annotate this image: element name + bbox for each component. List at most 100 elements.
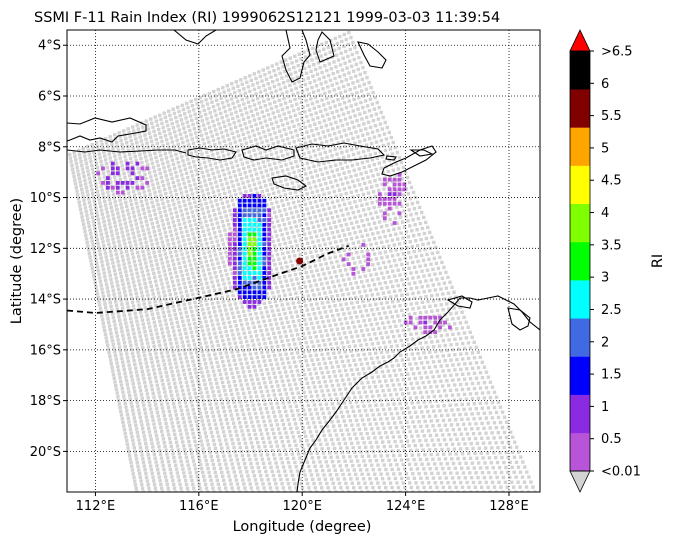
- swath-pixel: [323, 108, 328, 112]
- swath-pixel: [223, 389, 227, 393]
- swath-pixel: [304, 114, 309, 119]
- swath-pixel: [191, 431, 195, 436]
- swath-pixel: [270, 187, 274, 191]
- swath-pixel: [273, 73, 278, 77]
- swath-pixel: [103, 251, 108, 255]
- swath-pixel: [237, 153, 242, 157]
- swath-pixel: [144, 285, 148, 290]
- swath-pixel: [350, 163, 355, 168]
- swath-pixel: [403, 170, 408, 175]
- swath-pixel: [215, 406, 219, 410]
- swath-pixel: [112, 196, 116, 200]
- swath-pixel: [432, 256, 437, 261]
- swath-pixel: [428, 400, 432, 404]
- swath-pixel: [111, 261, 115, 265]
- swath-pixel: [229, 249, 233, 253]
- swath-pixel: [294, 328, 298, 332]
- swath-pixel: [372, 267, 377, 272]
- swath-pixel: [446, 413, 450, 417]
- swath-pixel: [343, 350, 347, 354]
- swath-pixel: [152, 250, 156, 255]
- swath-pixel: [441, 354, 445, 358]
- swath-pixel: [145, 202, 149, 206]
- swath-pixel: [148, 434, 153, 438]
- swath-pixel: [320, 301, 325, 305]
- swath-pixel: [106, 347, 111, 351]
- swath-pixel: [230, 131, 235, 136]
- swath-pixel: [132, 193, 137, 197]
- swath-pixel: [315, 158, 319, 162]
- swath-pixel: [260, 94, 264, 99]
- swath-pixel: [101, 267, 106, 272]
- swath-pixel: [398, 402, 402, 406]
- swath-pixel: [295, 426, 299, 430]
- swath-pixel: [296, 262, 300, 267]
- swath-pixel: [147, 430, 152, 434]
- swath-pixel: [329, 226, 333, 230]
- swath-pixel: [243, 122, 247, 126]
- swath-pixel: [96, 217, 100, 222]
- swath-pixel: [462, 315, 466, 319]
- swath-pixel: [214, 426, 219, 430]
- swath-pixel: [167, 164, 171, 168]
- swath-pixel: [232, 136, 236, 140]
- swath-pixel: [165, 217, 169, 221]
- swath-pixel: [288, 240, 292, 244]
- swath-pixel: [139, 178, 143, 182]
- swath-pixel: [288, 329, 293, 333]
- swath-pixel: [139, 157, 143, 161]
- swath-pixel: [81, 171, 85, 175]
- swath-pixel: [272, 161, 277, 166]
- swath-pixel: [349, 221, 354, 225]
- swath-pixel: [425, 375, 429, 380]
- swath-pixel: [188, 263, 193, 267]
- swath-pixel: [127, 236, 131, 241]
- swath-pixel: [294, 175, 298, 179]
- swath-pixel: [228, 342, 232, 346]
- swath-pixel: [124, 270, 128, 274]
- swath-pixel: [363, 259, 368, 263]
- swath-pixel: [377, 394, 381, 398]
- swath-pixel: [303, 336, 307, 340]
- swath-pixel: [405, 277, 410, 281]
- swath-pixel: [264, 184, 268, 188]
- swath-pixel: [204, 341, 208, 345]
- swath-pixel: [130, 378, 135, 382]
- swath-pixel: [275, 401, 279, 406]
- swath-pixel: [268, 318, 272, 323]
- swath-pixel: [119, 379, 123, 384]
- swath-pixel: [332, 370, 336, 374]
- swath-pixel: [369, 322, 374, 327]
- swath-pixel: [232, 379, 236, 384]
- swath-pixel: [360, 314, 365, 318]
- swath-pixel: [253, 369, 257, 373]
- swath-pixel: [190, 427, 194, 432]
- swath-pixel: [218, 418, 223, 422]
- swath-pixel: [173, 188, 178, 193]
- swath-pixel: [272, 191, 276, 195]
- swath-pixel: [389, 249, 393, 253]
- swath-pixel: [224, 438, 228, 442]
- swath-pixel: [418, 295, 423, 300]
- swath-pixel: [270, 64, 274, 68]
- swath-pixel: [326, 352, 330, 356]
- swath-pixel: [262, 419, 266, 424]
- swath-pixel: [117, 291, 122, 295]
- swath-pixel: [431, 299, 436, 303]
- swath-pixel: [110, 163, 114, 168]
- swath-pixel: [142, 353, 147, 358]
- swath-pixel: [279, 280, 283, 284]
- swath-pixel: [113, 380, 117, 384]
- swath-pixel: [201, 156, 205, 160]
- swath-pixel: [364, 127, 368, 131]
- swath-pixel: [417, 386, 421, 390]
- swath-pixel: [187, 322, 192, 327]
- swath-pixel: [276, 125, 280, 129]
- swath-pixel: [329, 261, 334, 265]
- swath-pixel: [358, 156, 363, 160]
- swath-pixel: [121, 168, 125, 172]
- swath-pixel: [161, 244, 166, 248]
- swath-pixel: [342, 233, 347, 237]
- swath-pixel: [258, 324, 262, 329]
- swath-pixel: [330, 365, 335, 369]
